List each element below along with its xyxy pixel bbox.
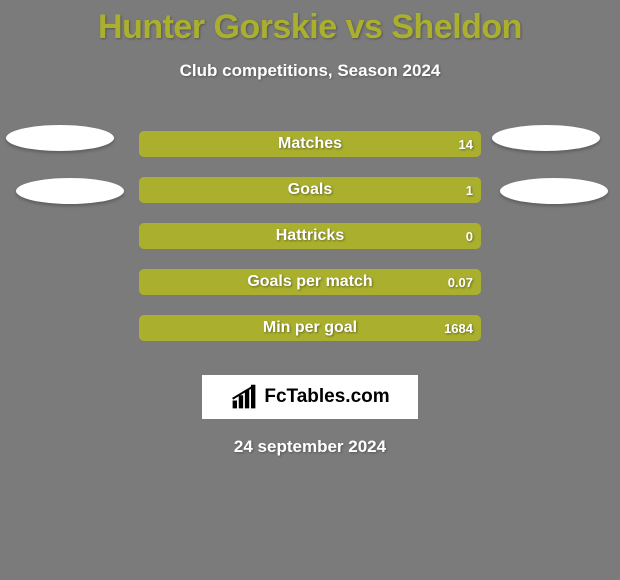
decor-ellipse: [16, 178, 124, 204]
stat-bar: Goals1: [139, 177, 481, 203]
stat-bar: Matches14: [139, 131, 481, 157]
stat-row: Min per goal1684: [0, 305, 620, 351]
stat-label: Hattricks: [139, 223, 481, 249]
stat-row: Hattricks0: [0, 213, 620, 259]
stat-label: Matches: [139, 131, 481, 157]
comparison-infographic: Hunter Gorskie vs Sheldon Club competiti…: [0, 0, 620, 580]
date-text: 24 september 2024: [0, 437, 620, 457]
stat-value: 0: [466, 223, 473, 249]
logo-text: FcTables.com: [264, 386, 389, 408]
stat-row: Goals per match0.07: [0, 259, 620, 305]
decor-ellipse: [500, 178, 608, 204]
source-logo: FcTables.com: [202, 375, 418, 419]
stat-value: 1684: [444, 315, 473, 341]
decor-ellipse: [6, 125, 114, 151]
stat-bar: Goals per match0.07: [139, 269, 481, 295]
stat-value: 1: [466, 177, 473, 203]
stat-bar: Hattricks0: [139, 223, 481, 249]
stats-block: Matches14 Goals1 Hattricks0 Goals per match…: [0, 121, 620, 351]
stat-value: 14: [459, 131, 473, 157]
stat-label: Goals per match: [139, 269, 481, 295]
subtitle: Club competitions, Season 2024: [0, 61, 620, 81]
decor-ellipse: [492, 125, 600, 151]
stat-label: Min per goal: [139, 315, 481, 341]
page-title: Hunter Gorskie vs Sheldon: [0, 0, 620, 47]
bar-chart-icon: [230, 383, 258, 411]
stat-value: 0.07: [448, 269, 473, 295]
stat-label: Goals: [139, 177, 481, 203]
stat-bar: Min per goal1684: [139, 315, 481, 341]
